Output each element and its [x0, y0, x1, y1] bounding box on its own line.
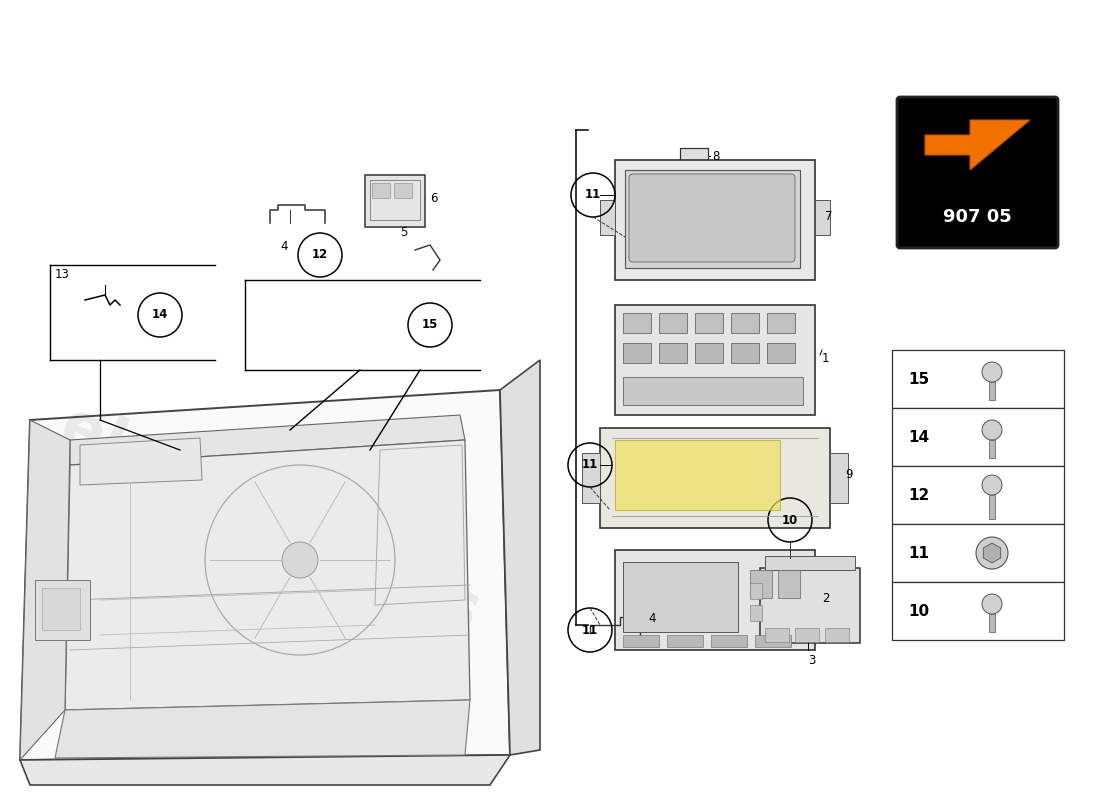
- Polygon shape: [500, 360, 540, 755]
- Bar: [732, 313, 759, 333]
- Text: 8: 8: [712, 150, 719, 162]
- Polygon shape: [20, 390, 510, 760]
- Bar: [35, 580, 90, 640]
- Bar: [659, 313, 688, 333]
- Bar: [365, 175, 425, 227]
- Text: 9: 9: [845, 469, 853, 482]
- Polygon shape: [65, 440, 470, 710]
- Text: 10: 10: [908, 603, 930, 618]
- Text: 11: 11: [582, 623, 598, 637]
- Bar: [892, 466, 1064, 524]
- Bar: [625, 170, 800, 268]
- Text: 11: 11: [585, 189, 601, 202]
- Bar: [755, 635, 791, 647]
- Polygon shape: [20, 420, 70, 760]
- Bar: [767, 313, 795, 333]
- Bar: [750, 570, 772, 598]
- Bar: [667, 635, 703, 647]
- Bar: [600, 200, 615, 235]
- Text: 1: 1: [822, 351, 829, 365]
- Bar: [582, 453, 600, 503]
- Bar: [615, 440, 780, 510]
- Bar: [778, 570, 800, 598]
- Bar: [732, 343, 759, 363]
- Text: 13: 13: [55, 269, 70, 282]
- Polygon shape: [925, 120, 1030, 170]
- Bar: [42, 588, 80, 630]
- Bar: [623, 313, 651, 333]
- Bar: [989, 495, 996, 519]
- Bar: [892, 582, 1064, 640]
- FancyBboxPatch shape: [629, 174, 795, 262]
- Bar: [750, 583, 762, 599]
- Circle shape: [982, 475, 1002, 495]
- Text: 11: 11: [908, 546, 930, 561]
- Text: 3: 3: [808, 654, 815, 666]
- Text: 10: 10: [782, 514, 799, 526]
- Bar: [815, 200, 830, 235]
- Circle shape: [282, 542, 318, 578]
- Text: 5: 5: [400, 226, 407, 239]
- Text: 4: 4: [280, 241, 287, 254]
- FancyBboxPatch shape: [896, 97, 1058, 248]
- Text: 15: 15: [908, 371, 930, 386]
- Bar: [372, 183, 390, 198]
- Bar: [795, 628, 820, 642]
- Bar: [394, 183, 412, 198]
- Circle shape: [982, 594, 1002, 614]
- Text: 4: 4: [648, 611, 656, 625]
- Bar: [680, 148, 708, 164]
- Bar: [711, 635, 747, 647]
- Text: 15: 15: [421, 318, 438, 331]
- Text: 2: 2: [822, 591, 829, 605]
- Bar: [695, 313, 723, 333]
- Text: a passion for parts since 1985: a passion for parts since 1985: [204, 574, 456, 706]
- Polygon shape: [983, 543, 1001, 563]
- Text: electricparts: electricparts: [50, 395, 491, 645]
- Circle shape: [982, 420, 1002, 440]
- Bar: [767, 343, 795, 363]
- Bar: [623, 377, 803, 405]
- Polygon shape: [55, 700, 470, 758]
- Bar: [615, 550, 815, 650]
- Polygon shape: [20, 755, 510, 785]
- Bar: [764, 556, 855, 570]
- Bar: [600, 428, 830, 528]
- Bar: [764, 628, 789, 642]
- Polygon shape: [70, 415, 465, 465]
- Bar: [615, 305, 815, 415]
- Text: 12: 12: [908, 487, 930, 502]
- Bar: [623, 635, 659, 647]
- Text: 14: 14: [152, 309, 168, 322]
- Bar: [750, 605, 762, 621]
- Bar: [989, 440, 996, 458]
- Bar: [892, 350, 1064, 408]
- Bar: [623, 562, 738, 632]
- Text: 14: 14: [908, 430, 930, 445]
- Bar: [760, 568, 860, 643]
- Circle shape: [976, 537, 1008, 569]
- Bar: [989, 382, 996, 400]
- Text: 7: 7: [825, 210, 833, 223]
- Bar: [615, 160, 815, 280]
- Bar: [892, 524, 1064, 582]
- Text: 907 05: 907 05: [943, 208, 1012, 226]
- Bar: [370, 180, 420, 220]
- Circle shape: [982, 362, 1002, 382]
- Bar: [695, 343, 723, 363]
- Text: 6: 6: [430, 191, 438, 205]
- Text: 12: 12: [312, 249, 328, 262]
- Bar: [892, 408, 1064, 466]
- Bar: [659, 343, 688, 363]
- Bar: [989, 614, 996, 632]
- Bar: [830, 453, 848, 503]
- Bar: [623, 343, 651, 363]
- Bar: [825, 628, 849, 642]
- Text: 11: 11: [582, 458, 598, 471]
- Polygon shape: [80, 438, 202, 485]
